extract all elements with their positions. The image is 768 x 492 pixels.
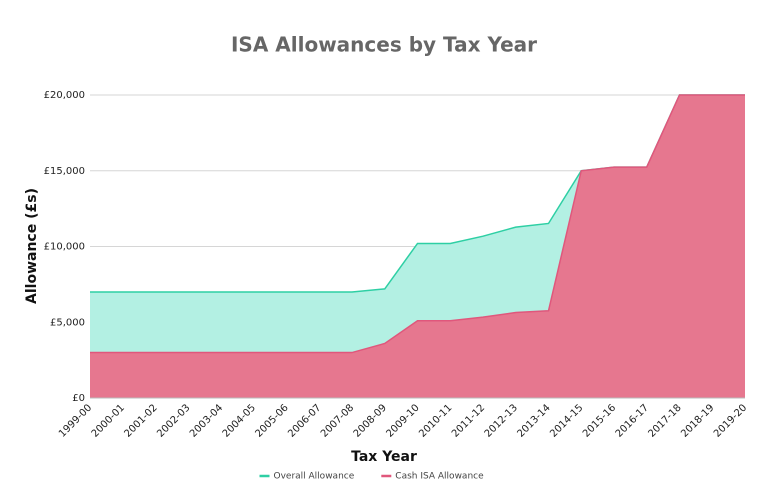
area-line: [90, 94, 745, 354]
x-tick-label: 2016-17: [614, 402, 651, 439]
x-axis-title: Tax Year: [351, 449, 417, 465]
x-tick-label: 2000-01: [90, 402, 127, 439]
x-tick-label: 2015-16: [581, 402, 618, 439]
x-tick-label: 2002-03: [155, 402, 192, 439]
y-tick-label: £15,000: [44, 166, 85, 177]
x-tick-label: 2006-07: [286, 402, 323, 439]
x-tick-label: 2018-19: [679, 402, 716, 439]
chart-title: ISA Allowances by Tax Year: [231, 33, 537, 57]
x-tick-label: 2010-11: [417, 402, 454, 439]
y-axis-title: Allowance (£s): [24, 188, 40, 304]
x-tick-label: 2013-14: [515, 402, 552, 439]
x-tick-label: 2012-13: [483, 402, 520, 439]
x-tick-label: 2007-08: [319, 402, 356, 439]
x-tick-label: 2009-10: [384, 402, 421, 439]
x-tick-label: 2004-05: [221, 402, 258, 439]
y-tick-label: £0: [72, 393, 85, 404]
y-tick-label: £20,000: [44, 90, 85, 101]
x-tick-label: 2005-06: [253, 402, 290, 439]
x-tick-label: 2011-12: [450, 402, 487, 439]
y-tick-label: £5,000: [50, 317, 85, 328]
x-tick-label: 2008-09: [352, 402, 389, 439]
legend-label: Overall Allowance: [274, 472, 355, 482]
x-tick-label: 2019-20: [712, 402, 749, 439]
x-tick-label: 2003-04: [188, 402, 225, 439]
x-tick-label: 2001-02: [122, 402, 159, 439]
y-tick-label: £10,000: [44, 242, 85, 253]
legend-label: Cash ISA Allowance: [395, 472, 484, 482]
x-tick-label: 1999-00: [57, 402, 94, 439]
x-tick-label: 2017-18: [646, 402, 683, 439]
x-tick-label: 2014-15: [548, 402, 585, 439]
